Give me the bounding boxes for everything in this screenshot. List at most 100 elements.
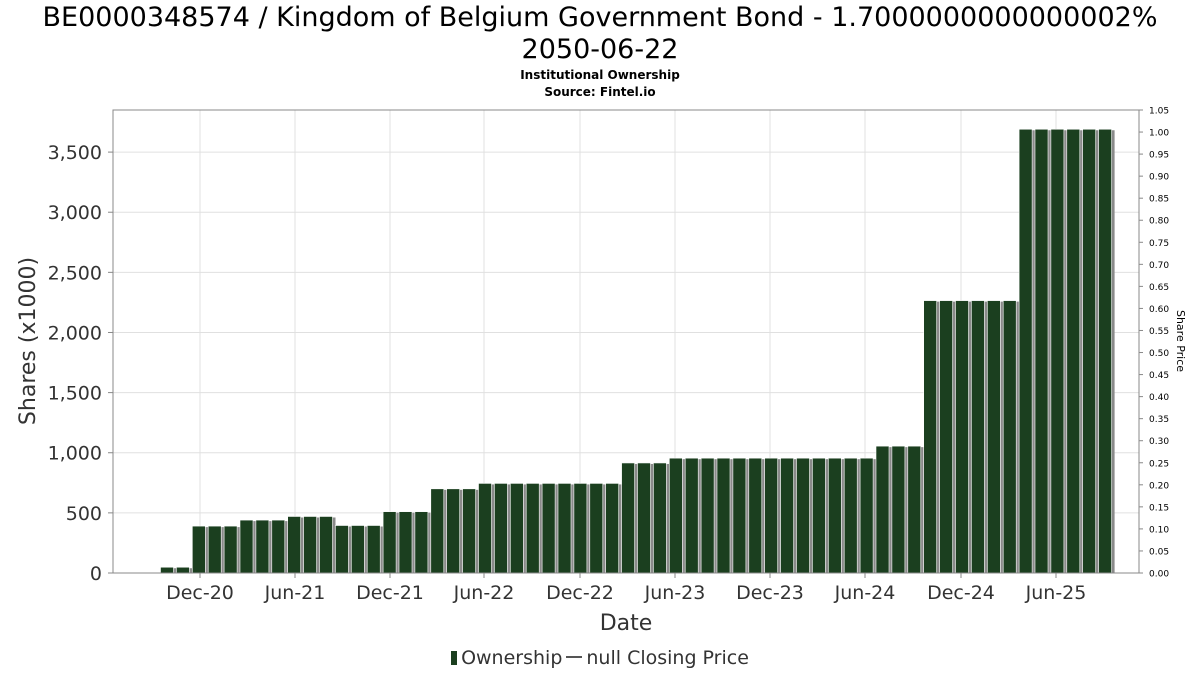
x-tick-label: Dec-20 [166,582,234,604]
ownership-bar [605,483,620,574]
y2-tick-label: 0.80 [1149,217,1169,227]
ownership-bar [192,525,206,574]
ownership-bar [668,457,683,574]
ownership-bar [923,300,938,574]
ownership-bar [509,483,524,574]
ownership-bar [541,483,556,574]
ownership-bar [303,516,317,574]
y2-tick-label: 0.40 [1149,393,1169,403]
ownership-bar [843,457,858,574]
y2-tick-label: 0.90 [1149,173,1169,183]
y2-tick-label: 0.00 [1149,570,1169,580]
ownership-bar [764,457,779,574]
legend-ownership-label: Ownership [461,647,563,669]
ownership-bar [907,445,922,574]
ownership-bar [160,566,174,574]
ownership-bar [319,516,333,574]
y2-tick-label: 0.15 [1149,503,1169,513]
y-tick-label: 3,000 [48,202,102,224]
y-tick-label: 0 [90,563,102,585]
ownership-bar [366,525,381,574]
y2-tick-label: 0.10 [1149,525,1169,535]
y-tick-label: 1,500 [48,383,102,405]
ownership-bar [557,483,572,574]
ownership-bar [1002,300,1017,574]
y2-tick-label: 1.00 [1149,129,1169,139]
ownership-swatch-icon [451,651,458,665]
chart-title: BE0000348574 / Kingdom of Belgium Govern… [42,2,1158,65]
x-axis-label: Date [600,611,653,636]
ownership-bar [589,483,604,574]
ownership-bar [494,483,508,574]
x-tick-label: Jun-22 [453,582,515,604]
y-axis-label: Shares (x1000) [16,257,41,425]
legend: Ownership null Closing Price [0,647,1200,669]
chart-source: Source: Fintel.io [544,85,656,99]
x-tick-label: Dec-23 [736,582,804,604]
ownership-bar [939,300,953,574]
ownership-bar [875,445,890,574]
y2-tick-label: 0.05 [1149,547,1169,557]
ownership-bar [335,525,349,574]
x-tick-label: Jun-21 [264,582,326,604]
ownership-bar [239,519,254,574]
y2-tick-label: 0.60 [1149,305,1169,315]
y2-tick-label: 0.55 [1149,327,1169,337]
ownership-bar [525,483,540,574]
x-tick-label: Dec-22 [546,582,614,604]
y-tick-label: 500 [66,503,102,525]
ownership-bar [796,457,810,574]
ownership-bar [891,445,906,574]
ownership-bar [223,525,238,574]
x-tick-label: Dec-24 [927,582,995,604]
y2-tick-label: 0.25 [1149,459,1169,469]
ownership-bar [430,488,445,574]
ownership-bar [732,457,747,574]
ownership-bar [637,462,651,574]
y-tick-label: 1,000 [48,443,102,465]
ownership-bar [255,519,270,574]
ownership-bar [1082,128,1096,574]
chart-subtitle: Institutional Ownership [520,68,680,82]
legend-price-label: null Closing Price [586,647,749,669]
ownership-bar [684,457,699,574]
y2-axis-label: Share Price [1174,310,1187,372]
ownership-bar [462,488,476,574]
ownership-bar [176,566,190,574]
ownership-bar [207,525,222,574]
ownership-bar [446,488,461,574]
ownership-bar [382,511,397,574]
ownership-bar [287,516,302,574]
y2-tick-label: 0.85 [1149,195,1169,205]
ownership-bar [1034,128,1049,574]
ownership-bar [398,511,413,574]
ownership-bar [748,457,763,574]
ownership-bar [271,519,286,574]
ownership-bar [573,483,588,574]
x-tick-label: Dec-21 [356,582,424,604]
y2-tick-label: 0.70 [1149,261,1169,271]
ownership-bar [1050,128,1065,574]
ownership-bar [350,525,365,574]
y2-tick-label: 0.65 [1149,283,1169,293]
plot-frame [112,109,1140,574]
ownership-bar [1098,128,1112,574]
y2-tick-label: 0.35 [1149,415,1169,425]
y2-tick-label: 0.20 [1149,481,1169,491]
ownership-bar [955,300,969,574]
ownership-bar [621,462,635,574]
x-tick-label: Jun-23 [644,582,706,604]
y2-tick-label: 0.30 [1149,437,1169,447]
ownership-bar [986,300,1001,574]
y2-tick-label: 0.50 [1149,349,1169,359]
y2-tick-label: 0.95 [1149,151,1169,161]
y2-tick-label: 1.05 [1149,107,1169,117]
ownership-bar [971,300,985,574]
y-tick-label: 2,000 [48,322,102,344]
ownership-bar [653,462,667,574]
y2-tick-label: 0.45 [1149,371,1169,381]
ownership-bar [1018,128,1033,574]
x-tick-label: Jun-24 [834,582,896,604]
ownership-bar [827,457,842,574]
